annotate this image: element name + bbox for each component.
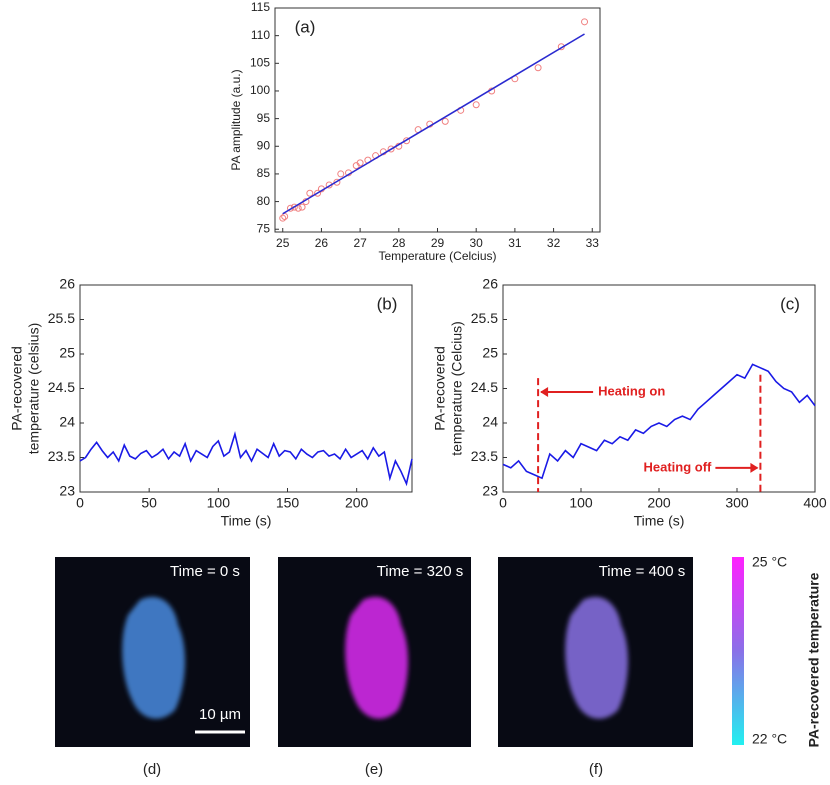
data-point [356, 159, 364, 167]
data-point [306, 189, 314, 197]
x-tick-label: 100 [569, 495, 593, 511]
y-tick-label: 105 [250, 55, 270, 69]
annotation: Heating on [598, 383, 665, 398]
colorbar-bottom-label: 22 °C [752, 731, 787, 747]
y-axis-label: PA amplitude (a.u.) [229, 69, 243, 170]
time-label: Time = 0 s [170, 563, 240, 580]
x-tick-label: 200 [345, 495, 369, 511]
x-tick-label: 33 [586, 236, 600, 250]
data-line [282, 33, 585, 215]
x-tick-label: 200 [647, 495, 671, 511]
cell-image [565, 596, 629, 719]
x-tick-label: 150 [276, 495, 300, 511]
x-tick-label: 26 [315, 236, 329, 250]
y-tick-label: 85 [257, 166, 271, 180]
y-tick-label: 24 [482, 414, 498, 430]
y-tick-label: 100 [250, 83, 270, 97]
image-panel: Time = 0 s 10 µm (d) [55, 557, 250, 778]
chart: 25 26 27 28 29 30 31 32 33 75 80 85 90 95 100 105 110 115… [229, 0, 601, 263]
x-tick-label: 32 [547, 236, 561, 250]
x-tick-label: 31 [508, 236, 522, 250]
data-point [290, 203, 298, 211]
cell-image [122, 596, 186, 719]
data-point [403, 137, 411, 145]
colorbar: 25 °C 22 °C PA-recovered temperature [732, 554, 822, 747]
panel-label: (e) [365, 761, 383, 778]
chart: 0 50 100 150 200 23 23.5 24 24.5 25 25.5 26 Time (s)… [9, 276, 413, 529]
time-label: Time = 320 s [377, 563, 464, 580]
data-point [581, 18, 589, 26]
y-tick-label: 115 [251, 0, 270, 14]
x-tick-label: 28 [392, 236, 406, 250]
colorbar-gradient [732, 557, 744, 745]
chart: 0 100 200 300 400 23 23.5 24 24.5 25 25.5 26 Time (s… [432, 276, 827, 529]
data-point [337, 170, 345, 178]
y-tick-label: 26 [482, 276, 498, 292]
image-panel: Time = 400 s (f) [498, 557, 693, 778]
x-tick-label: 27 [353, 236, 367, 250]
x-axis-label: Temperature (Celcius) [378, 249, 496, 263]
y-tick-label: 24 [59, 414, 75, 430]
data-point [472, 101, 480, 109]
panel-label: (f) [589, 761, 603, 778]
y-tick-label: 24.5 [471, 379, 498, 395]
y-tick-label: 25.5 [471, 310, 498, 326]
annotation: Heating off [644, 459, 713, 474]
image-panel: Time = 320 s (e) [278, 557, 471, 778]
y-axis-label: PA-recovered [432, 346, 448, 431]
x-axis-label: Time (s) [221, 513, 272, 529]
x-tick-label: 25 [276, 236, 290, 250]
data-line [502, 363, 816, 480]
panel-label: (c) [780, 294, 800, 313]
x-tick-label: 100 [207, 495, 231, 511]
y-tick-label: 23.5 [48, 448, 75, 464]
y-axis-label: temperature (Celcius) [449, 321, 465, 456]
x-tick-label: 30 [470, 236, 484, 250]
y-tick-label: 110 [251, 28, 270, 42]
y-tick-label: 23 [482, 483, 498, 499]
panel-label: (d) [143, 761, 161, 778]
panel-label: (b) [377, 294, 398, 313]
data-point [314, 189, 322, 197]
data-line [79, 430, 413, 487]
data-point [387, 145, 395, 153]
y-tick-label: 75 [257, 221, 271, 235]
y-axis-label: temperature (celsius) [26, 323, 42, 455]
x-tick-label: 300 [725, 495, 749, 511]
data-point [298, 203, 306, 211]
data-point [534, 64, 542, 72]
y-tick-label: 23.5 [471, 448, 498, 464]
panel-label: (a) [295, 17, 316, 36]
y-tick-label: 80 [257, 194, 271, 208]
colorbar-label: PA-recovered temperature [806, 572, 822, 747]
arrow-head [540, 386, 549, 397]
x-tick-label: 29 [431, 236, 445, 250]
y-tick-label: 95 [257, 111, 271, 125]
cell-image [345, 596, 409, 719]
colorbar-top-label: 25 °C [752, 554, 787, 570]
y-tick-label: 23 [59, 483, 75, 499]
plot-frame [79, 284, 413, 493]
x-tick-label: 0 [499, 495, 507, 511]
x-axis-label: Time (s) [634, 513, 685, 529]
y-tick-label: 25.5 [48, 310, 75, 326]
arrow-head [750, 462, 759, 473]
y-tick-label: 24.5 [48, 379, 75, 395]
data-point [333, 178, 341, 186]
x-tick-label: 400 [803, 495, 827, 511]
plot-frame [274, 7, 601, 233]
y-tick-label: 26 [59, 276, 75, 292]
x-tick-label: 50 [141, 495, 157, 511]
data-point [441, 117, 449, 125]
scale-bar-label: 10 µm [199, 706, 241, 723]
y-tick-label: 25 [59, 345, 75, 361]
y-tick-label: 25 [482, 345, 498, 361]
y-axis-label: PA-recovered [9, 346, 25, 431]
time-label: Time = 400 s [599, 563, 686, 580]
x-tick-label: 0 [76, 495, 84, 511]
data-point [279, 214, 287, 222]
y-tick-label: 90 [257, 138, 271, 152]
